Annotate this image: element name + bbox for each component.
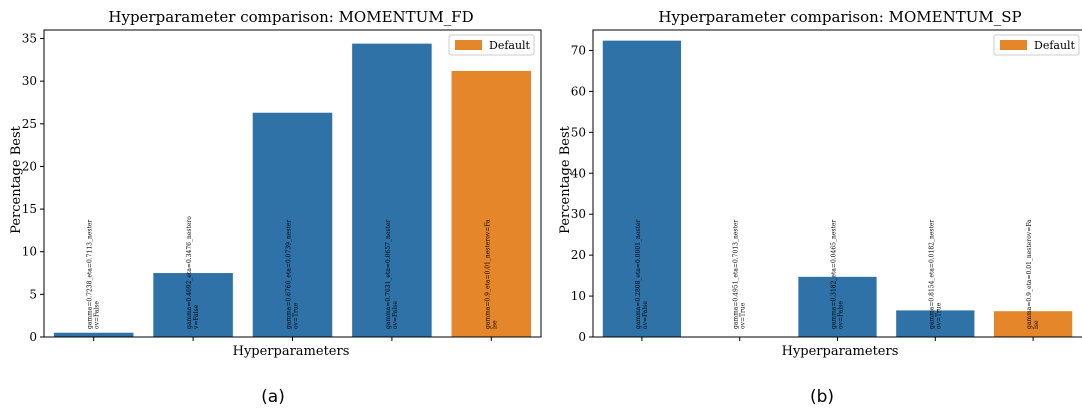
legend: Default: [993, 34, 1080, 56]
bar-label-line: v=False: [193, 304, 200, 330]
panel-label: (a): [261, 387, 285, 407]
legend-swatch: [1000, 40, 1027, 50]
y-tick-label: 50: [571, 125, 586, 139]
bar: [352, 43, 432, 338]
legend-label: Default: [1034, 39, 1076, 52]
y-tick-label: 20: [571, 248, 586, 262]
bar-labels: gamma=0.7238_eta=0.7113_nesterov=False ga…: [87, 216, 499, 330]
bar-label-line: ov=True: [935, 302, 942, 329]
y-axis-label: Percentage Best: [9, 125, 24, 233]
bar-label-line: ov=True: [293, 302, 300, 329]
y-tick-label: 5: [29, 287, 37, 301]
bar-label-line: lse: [491, 320, 498, 329]
bar: [602, 40, 682, 337]
bar-label-line: gamma=0.4092_eta=0.3476_nestero: [186, 216, 193, 329]
bar-label-line: gamma=0.6760_eta=0.0739_nester: [286, 220, 293, 329]
bar: [53, 332, 134, 337]
legend-swatch: [455, 40, 482, 50]
chart-momentum-sp: Hyperparameter comparison: MOMENTUM_SP P…: [558, 8, 1082, 407]
bar-label-line: gamma=0.8154_eta=0.0182_nester: [928, 220, 935, 329]
bar-label-line: ov=False: [838, 301, 845, 329]
y-tick-label: 40: [571, 166, 586, 180]
y-tick-label: 30: [22, 74, 37, 88]
default-bar: [993, 311, 1073, 337]
plot-frame: [592, 29, 1082, 338]
y-tick-label: 20: [22, 159, 37, 173]
chart-title: Hyperparameter comparison: MOMENTUM_SP: [658, 8, 1021, 26]
bar-label-line: ov=False: [642, 301, 649, 329]
y-tick-label: 15: [22, 202, 37, 216]
bar-labels: gamma=0.2808_eta=0.0001_nesterov=False ga…: [635, 219, 1040, 329]
chart-momentum-fd: Hyperparameter comparison: MOMENTUM_FD P…: [9, 8, 542, 407]
y-tick-label: 10: [571, 289, 586, 303]
panel-label: (b): [810, 387, 834, 407]
y-tick-label: 0: [578, 330, 586, 344]
y-tick-label: 70: [571, 43, 586, 57]
bar-label-line: gamma=0.9_eta=0.01_nesterov=Fa: [484, 219, 491, 329]
chart-title: Hyperparameter comparison: MOMENTUM_FD: [108, 8, 473, 26]
y-axis-ticks: 0 5 10 15 20 25 30 35: [22, 32, 44, 344]
y-tick-label: 35: [22, 32, 37, 46]
y-axis-ticks: 0 10 20 30 40 50 60 70: [571, 43, 593, 344]
legend: Default: [448, 34, 535, 56]
y-tick-label: 10: [22, 245, 37, 259]
y-tick-label: 25: [22, 117, 37, 131]
bar-label: gamma=0.7238_eta=0.7113_nesterov=False: [87, 220, 101, 329]
y-tick-label: 0: [29, 330, 37, 344]
bar-label: gamma=0.8154_eta=0.0182_nesterov=True: [928, 220, 942, 329]
bar: [252, 112, 333, 337]
bar-label-line: ov=False: [94, 301, 101, 329]
y-tick-label: 30: [571, 207, 586, 221]
bar-label-line: lse: [1033, 320, 1040, 329]
plot-frame: [43, 29, 542, 338]
x-axis-label: Hyperparameters: [233, 344, 350, 359]
bar-label: gamma=0.9_eta=0.01_nesterov=False: [1026, 219, 1040, 329]
default-bar: [451, 70, 532, 337]
bar: [153, 273, 233, 337]
bar: [896, 310, 975, 337]
bar-label-line: gamma=0.7238_eta=0.7113_nester: [87, 220, 94, 329]
bar-label-line: gamma=0.3182_eta=0.0465_nester: [831, 220, 838, 329]
bars: [602, 40, 1073, 341]
x-axis-label: Hyperparameters: [782, 344, 899, 359]
bar-label: gamma=0.2808_eta=0.0001_nesterov=False: [635, 220, 649, 329]
bar-label: gamma=0.3182_eta=0.0465_nesterov=False: [831, 220, 845, 329]
bar-label: gamma=0.4951_eta=0.7013_nesterov=True: [733, 220, 747, 329]
bar-label: gamma=0.9_eta=0.01_nesterov=False: [484, 219, 498, 329]
bar-label: gamma=0.4092_eta=0.3476_nesterov=False: [186, 216, 200, 330]
bar-label-line: ov=True: [740, 302, 747, 329]
bars: [53, 43, 532, 341]
bar-label-line: ov=False: [392, 301, 399, 329]
y-tick-label: 60: [571, 84, 586, 98]
legend-label: Default: [489, 39, 531, 52]
bar-label-line: gamma=0.4951_eta=0.7013_nester: [733, 220, 740, 329]
bar-label-line: gamma=0.9_eta=0.01_nesterov=Fa: [1026, 219, 1033, 329]
bar: [798, 276, 877, 337]
bar-label-line: gamma=0.7631_eta=0.0657_nester: [385, 220, 392, 329]
bar-label: gamma=0.6760_eta=0.0739_nesterov=True: [286, 220, 300, 329]
bar-label: gamma=0.7631_eta=0.0657_nesterov=False: [385, 220, 399, 329]
y-axis-label: Percentage Best: [558, 125, 573, 233]
bar-label-line: gamma=0.2808_eta=0.0001_nester: [635, 220, 642, 329]
